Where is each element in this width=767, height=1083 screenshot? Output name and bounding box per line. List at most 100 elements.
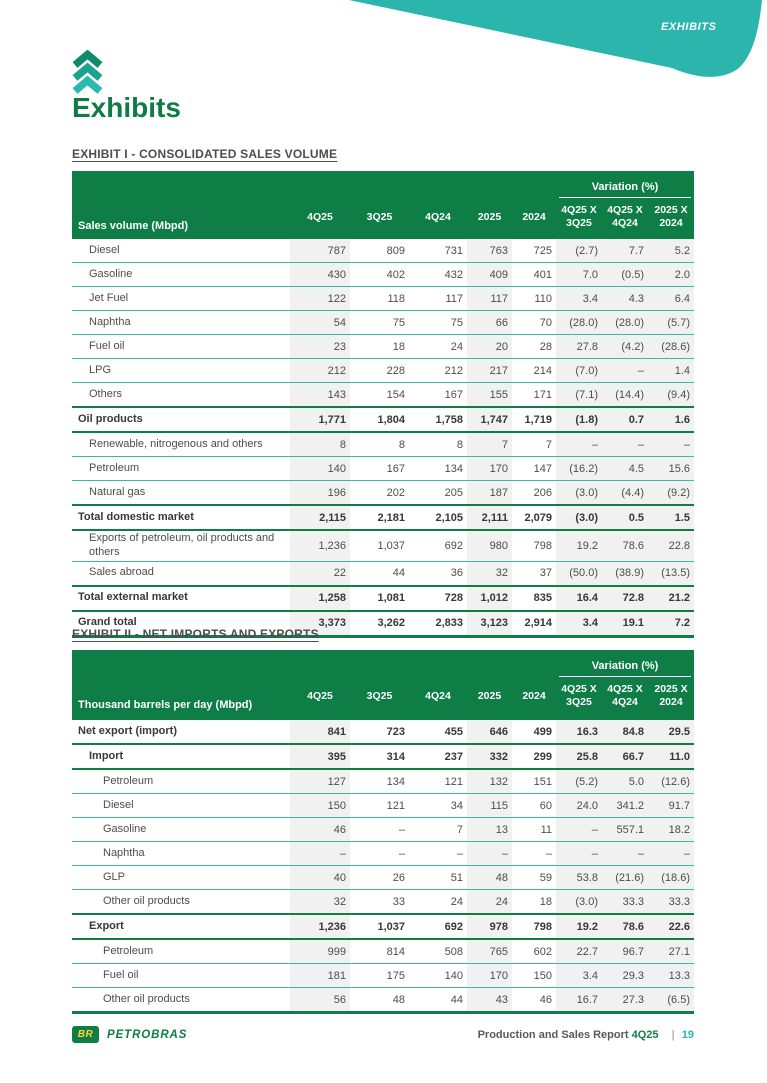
row-label: Total external market [78,591,188,604]
cell-value: 28 [539,340,552,353]
table-row: Sales abroad 22 44 36 32 37 (50.0) (38.9) (13.5) [72,561,695,586]
cell-value: 27.1 [668,945,691,958]
row-label: Other oil products [103,992,190,1005]
cell-value: 314 [386,750,405,763]
cell-value: 154 [386,388,405,401]
cell-value: 48 [495,871,508,884]
cell-value: 34 [450,799,463,812]
column-header: 3Q25 [350,679,409,719]
column-header: 2024 [512,679,556,719]
cell-value: 70 [539,316,552,329]
row-label: Fuel oil [103,968,139,981]
table-row: Diesel 150 121 34 115 60 24.0 341.2 91.7 [72,793,695,818]
cell-value: 36 [450,567,463,579]
cell-value: 8 [339,438,346,451]
table-row: Export 1,236 1,037 692 978 798 19.2 78.6 22.6 [72,914,695,939]
cell-value: – [683,438,691,451]
cell-value: 212 [444,364,463,377]
table-row: Fuel oil 23 18 24 20 28 27.8 (4.2) (28.6) [72,334,695,359]
cell-value: 5.0 [628,775,644,788]
cell-value: 814 [386,945,405,958]
cell-value: (14.4) [615,388,644,401]
table-row: Gasoline 430 402 432 409 401 7.0 (0.5) 2.0 [72,262,695,287]
cell-value: 24.0 [576,799,598,812]
cell-value: 765 [489,945,508,958]
cell-value: 132 [489,775,508,788]
cell-value: 187 [489,486,508,499]
cell-value: 66.7 [622,750,644,763]
cell-value: 299 [533,750,552,763]
cell-value: – [637,847,644,860]
banner-label: EXHIBITS [661,21,717,33]
cell-value: 118 [387,292,405,305]
cell-value: 20 [495,340,508,353]
cell-value: 1,037 [377,539,405,552]
footer-report-info: Production and Sales Report 4Q25 | 19 [478,1029,694,1041]
cell-value: 167 [444,388,463,401]
table-title-cell: Thousand barrels per day (Mbpd) [72,679,290,719]
column-header: 4Q25 [290,679,350,719]
cell-value: 214 [533,364,552,377]
cell-value: 66 [495,316,508,329]
row-label: Export [89,919,124,932]
cell-value: 40 [333,871,346,884]
cell-value: (3.0) [575,486,598,499]
exhibit2-table: Variation (%) Thousand barrels per day (… [72,650,695,1014]
cell-value: 978 [489,920,508,933]
exhibit1-heading: EXHIBIT I - CONSOLIDATED SALES VOLUME [72,147,338,161]
cell-value: 140 [327,462,346,475]
cell-value: 170 [489,969,508,982]
cell-value: 787 [327,244,346,257]
row-label: Petroleum [103,774,154,787]
cell-value: 835 [533,592,552,604]
cell-value: 29.5 [668,725,691,738]
cell-value: – [683,847,691,860]
cell-value: 809 [386,244,405,257]
column-header: 2025 [467,200,512,239]
cell-value: (1.8) [575,413,598,426]
cell-value: 841 [327,725,346,738]
cell-value: 1,747 [480,413,508,426]
cell-value: 1,771 [318,413,346,426]
cell-value: 2,181 [377,511,405,524]
cell-value: 121 [444,775,463,788]
cell-value: 2,111 [481,511,508,524]
cell-value: (5.7) [667,316,691,329]
cell-value: 217 [489,364,508,377]
cell-value: 1,037 [377,920,405,933]
cell-value: 341.2 [616,799,644,812]
cell-value: 33 [392,895,405,908]
cell-value: (18.6) [661,871,691,884]
cell-value: 27.8 [576,340,598,353]
cell-value: 134 [386,775,405,788]
variation-column-header: 4Q25 X 4Q24 [602,679,648,719]
cell-value: 332 [489,750,508,763]
cell-value: 33.3 [622,895,644,908]
cell-value: 75 [392,316,405,329]
cell-value: 19.2 [576,920,598,933]
cell-value: 29.3 [622,969,644,982]
variation-column-header: 2025 X 2024 [648,679,695,719]
cell-value: 18 [539,895,552,908]
row-label: LPG [89,363,112,376]
cell-value: 44 [392,567,405,579]
cell-value: 181 [327,969,346,982]
cell-value: 22 [333,567,346,579]
table-row: Other oil products 56 48 44 43 46 16.7 27.3 (6.5… [72,987,695,1013]
cell-value: 0.7 [628,413,644,426]
table-header: Variation (%) Sales volume (Mbpd) 4Q25 3… [72,171,695,239]
cell-value: 3.4 [582,969,598,982]
cell-value: 3.4 [582,617,598,629]
cell-value: 22.8 [668,539,691,552]
cell-value: 150 [533,969,552,982]
cell-value: 75 [450,316,463,329]
cell-value: 48 [392,993,405,1006]
column-header: 4Q24 [409,679,467,719]
cell-value: – [637,438,644,451]
cell-value: 18 [392,340,405,353]
cell-value: 117 [445,292,463,305]
row-label: Renewable, nitrogenous and others [89,437,263,450]
cell-value: 723 [386,725,405,738]
table-row: Diesel 787 809 731 763 725 (2.7) 7.7 5.2 [72,239,694,263]
cell-value: 115 [490,799,508,812]
